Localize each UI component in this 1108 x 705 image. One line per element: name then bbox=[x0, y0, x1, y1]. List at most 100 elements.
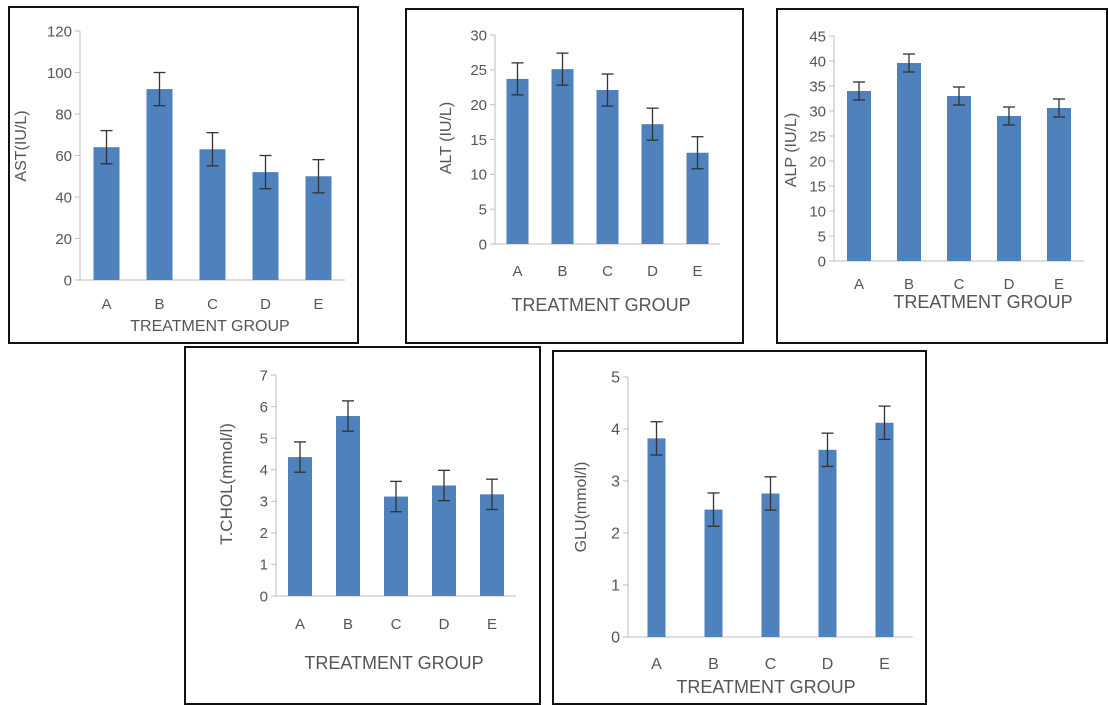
y-tick-label: 6 bbox=[260, 399, 268, 416]
y-axis-label: T.CHOL(mmol/l) bbox=[217, 423, 236, 545]
x-tick-label: A bbox=[854, 276, 864, 293]
chart-panel-ast: 0 20 40 60 80 100 120 A B C D E AST(IU/L) TREATMENT G… bbox=[8, 6, 359, 344]
x-axis-label: TREATMENT GROUP bbox=[304, 653, 483, 673]
bar bbox=[506, 78, 529, 244]
x-tick-label: B bbox=[708, 656, 719, 673]
bar bbox=[596, 90, 619, 244]
y-tick-label: 0 bbox=[479, 236, 487, 253]
x-tick-label: C bbox=[391, 616, 402, 633]
y-tick-label: 7 bbox=[260, 367, 268, 384]
y-tick-label: 60 bbox=[55, 148, 72, 165]
y-tick-label: 5 bbox=[260, 430, 268, 447]
chart-glu: 0 1 2 3 4 5 A B C D E GLU(mmol/l) TREATMENT GROUP bbox=[573, 370, 913, 697]
y-tick-label: 15 bbox=[809, 178, 826, 195]
x-tick-label: E bbox=[313, 296, 323, 313]
bar bbox=[551, 69, 574, 245]
y-tick-label: 0 bbox=[818, 253, 826, 270]
x-tick-label: C bbox=[602, 263, 613, 280]
bar bbox=[93, 147, 120, 280]
y-tick-label: 35 bbox=[809, 78, 826, 95]
bar bbox=[199, 149, 226, 280]
x-tick-label: E bbox=[487, 616, 497, 633]
y-tick-label: 1 bbox=[611, 578, 620, 595]
chart-panel-alp: 0 5 10 15 20 25 30 35 40 45 A B C D E ALP (IU/L) TREATME… bbox=[776, 8, 1108, 344]
y-tick-label: 10 bbox=[470, 167, 487, 184]
y-tick-label: 30 bbox=[809, 103, 826, 120]
x-tick-label: B bbox=[904, 276, 914, 293]
x-tick-label: D bbox=[260, 296, 271, 313]
y-tick-label: 45 bbox=[809, 28, 826, 45]
bar bbox=[847, 91, 871, 261]
bar bbox=[641, 124, 664, 244]
y-tick-label: 100 bbox=[47, 65, 72, 82]
y-tick-label: 25 bbox=[470, 62, 487, 79]
y-tick-label: 0 bbox=[260, 588, 268, 605]
y-tick-label: 20 bbox=[470, 97, 487, 114]
bar bbox=[336, 416, 360, 596]
bar bbox=[305, 176, 332, 280]
bar bbox=[480, 494, 504, 596]
chart-panel-tchol: 0 1 2 3 4 5 6 7 A B C D E T.CHOL(mmol/l) TREATMENT GRO… bbox=[184, 346, 541, 705]
bar bbox=[997, 116, 1021, 261]
x-tick-label: D bbox=[439, 616, 450, 633]
x-tick-label: D bbox=[647, 263, 658, 280]
bar bbox=[897, 63, 921, 261]
y-axis-label: ALP (IU/L) bbox=[783, 113, 800, 187]
bar bbox=[704, 509, 723, 637]
y-tick-label: 25 bbox=[809, 128, 826, 145]
bar bbox=[761, 493, 780, 637]
x-tick-label: E bbox=[879, 656, 890, 673]
y-tick-label: 0 bbox=[64, 272, 72, 289]
y-axis-label: ALT (IU/L) bbox=[438, 102, 455, 174]
x-axis-label: TREATMENT GROUP bbox=[511, 295, 690, 315]
y-tick-label: 30 bbox=[470, 27, 487, 44]
y-tick-label: 5 bbox=[611, 370, 620, 387]
y-axis-label: GLU(mmol/l) bbox=[573, 462, 590, 553]
y-tick-label: 4 bbox=[611, 422, 620, 439]
x-tick-label: B bbox=[343, 616, 353, 633]
x-tick-label: C bbox=[207, 296, 218, 313]
y-tick-label: 20 bbox=[55, 231, 72, 248]
y-tick-label: 5 bbox=[818, 228, 826, 245]
y-tick-label: 10 bbox=[809, 203, 826, 220]
x-tick-label: D bbox=[1004, 276, 1015, 293]
x-axis-label: TREATMENT GROUP bbox=[676, 677, 855, 697]
chart-tchol: 0 1 2 3 4 5 6 7 A B C D E T.CHOL(mmol/l) TREATMENT GRO… bbox=[217, 367, 516, 673]
y-tick-label: 120 bbox=[47, 23, 72, 40]
x-tick-label: A bbox=[512, 263, 522, 280]
chart-panel-glu: 0 1 2 3 4 5 A B C D E GLU(mmol/l) TREATMENT GROUP bbox=[552, 350, 927, 705]
chart-ast: 0 20 40 60 80 100 120 A B C D E AST(IU/L) TREATMENT G… bbox=[13, 23, 345, 335]
y-tick-label: 0 bbox=[611, 630, 620, 647]
bar bbox=[875, 422, 894, 637]
y-tick-label: 2 bbox=[611, 526, 620, 543]
x-tick-label: C bbox=[954, 276, 965, 293]
y-axis-label: AST(IU/L) bbox=[13, 110, 30, 181]
x-tick-label: D bbox=[822, 656, 834, 673]
bar bbox=[146, 89, 173, 280]
x-tick-label: B bbox=[154, 296, 164, 313]
chart-alp: 0 5 10 15 20 25 30 35 40 45 A B C D E ALP (IU/L) TREATME… bbox=[783, 28, 1084, 312]
x-tick-label: A bbox=[101, 296, 111, 313]
bar bbox=[947, 96, 971, 261]
y-tick-label: 3 bbox=[260, 494, 268, 511]
bar bbox=[818, 449, 837, 637]
x-tick-label: E bbox=[1054, 276, 1064, 293]
y-tick-label: 40 bbox=[55, 189, 72, 206]
y-tick-label: 15 bbox=[470, 132, 487, 149]
y-tick-label: 80 bbox=[55, 106, 72, 123]
x-tick-label: A bbox=[295, 616, 305, 633]
y-tick-label: 1 bbox=[260, 557, 268, 574]
y-tick-label: 5 bbox=[479, 201, 487, 218]
bar bbox=[686, 152, 709, 244]
bar bbox=[252, 172, 279, 280]
x-axis-label: TREATMENT GROUP bbox=[893, 292, 1072, 312]
y-tick-label: 40 bbox=[809, 53, 826, 70]
chart-alt: 0 5 10 15 20 25 30 A B C D E ALT (IU/L) TREATMENT GRO… bbox=[438, 27, 720, 315]
y-tick-label: 2 bbox=[260, 525, 268, 542]
y-tick-label: 3 bbox=[611, 474, 620, 491]
chart-panel-alt: 0 5 10 15 20 25 30 A B C D E ALT (IU/L) TREATMENT GRO… bbox=[405, 8, 744, 344]
bar bbox=[288, 457, 312, 596]
y-tick-label: 20 bbox=[809, 153, 826, 170]
bar bbox=[647, 438, 666, 637]
y-tick-label: 4 bbox=[260, 462, 268, 479]
